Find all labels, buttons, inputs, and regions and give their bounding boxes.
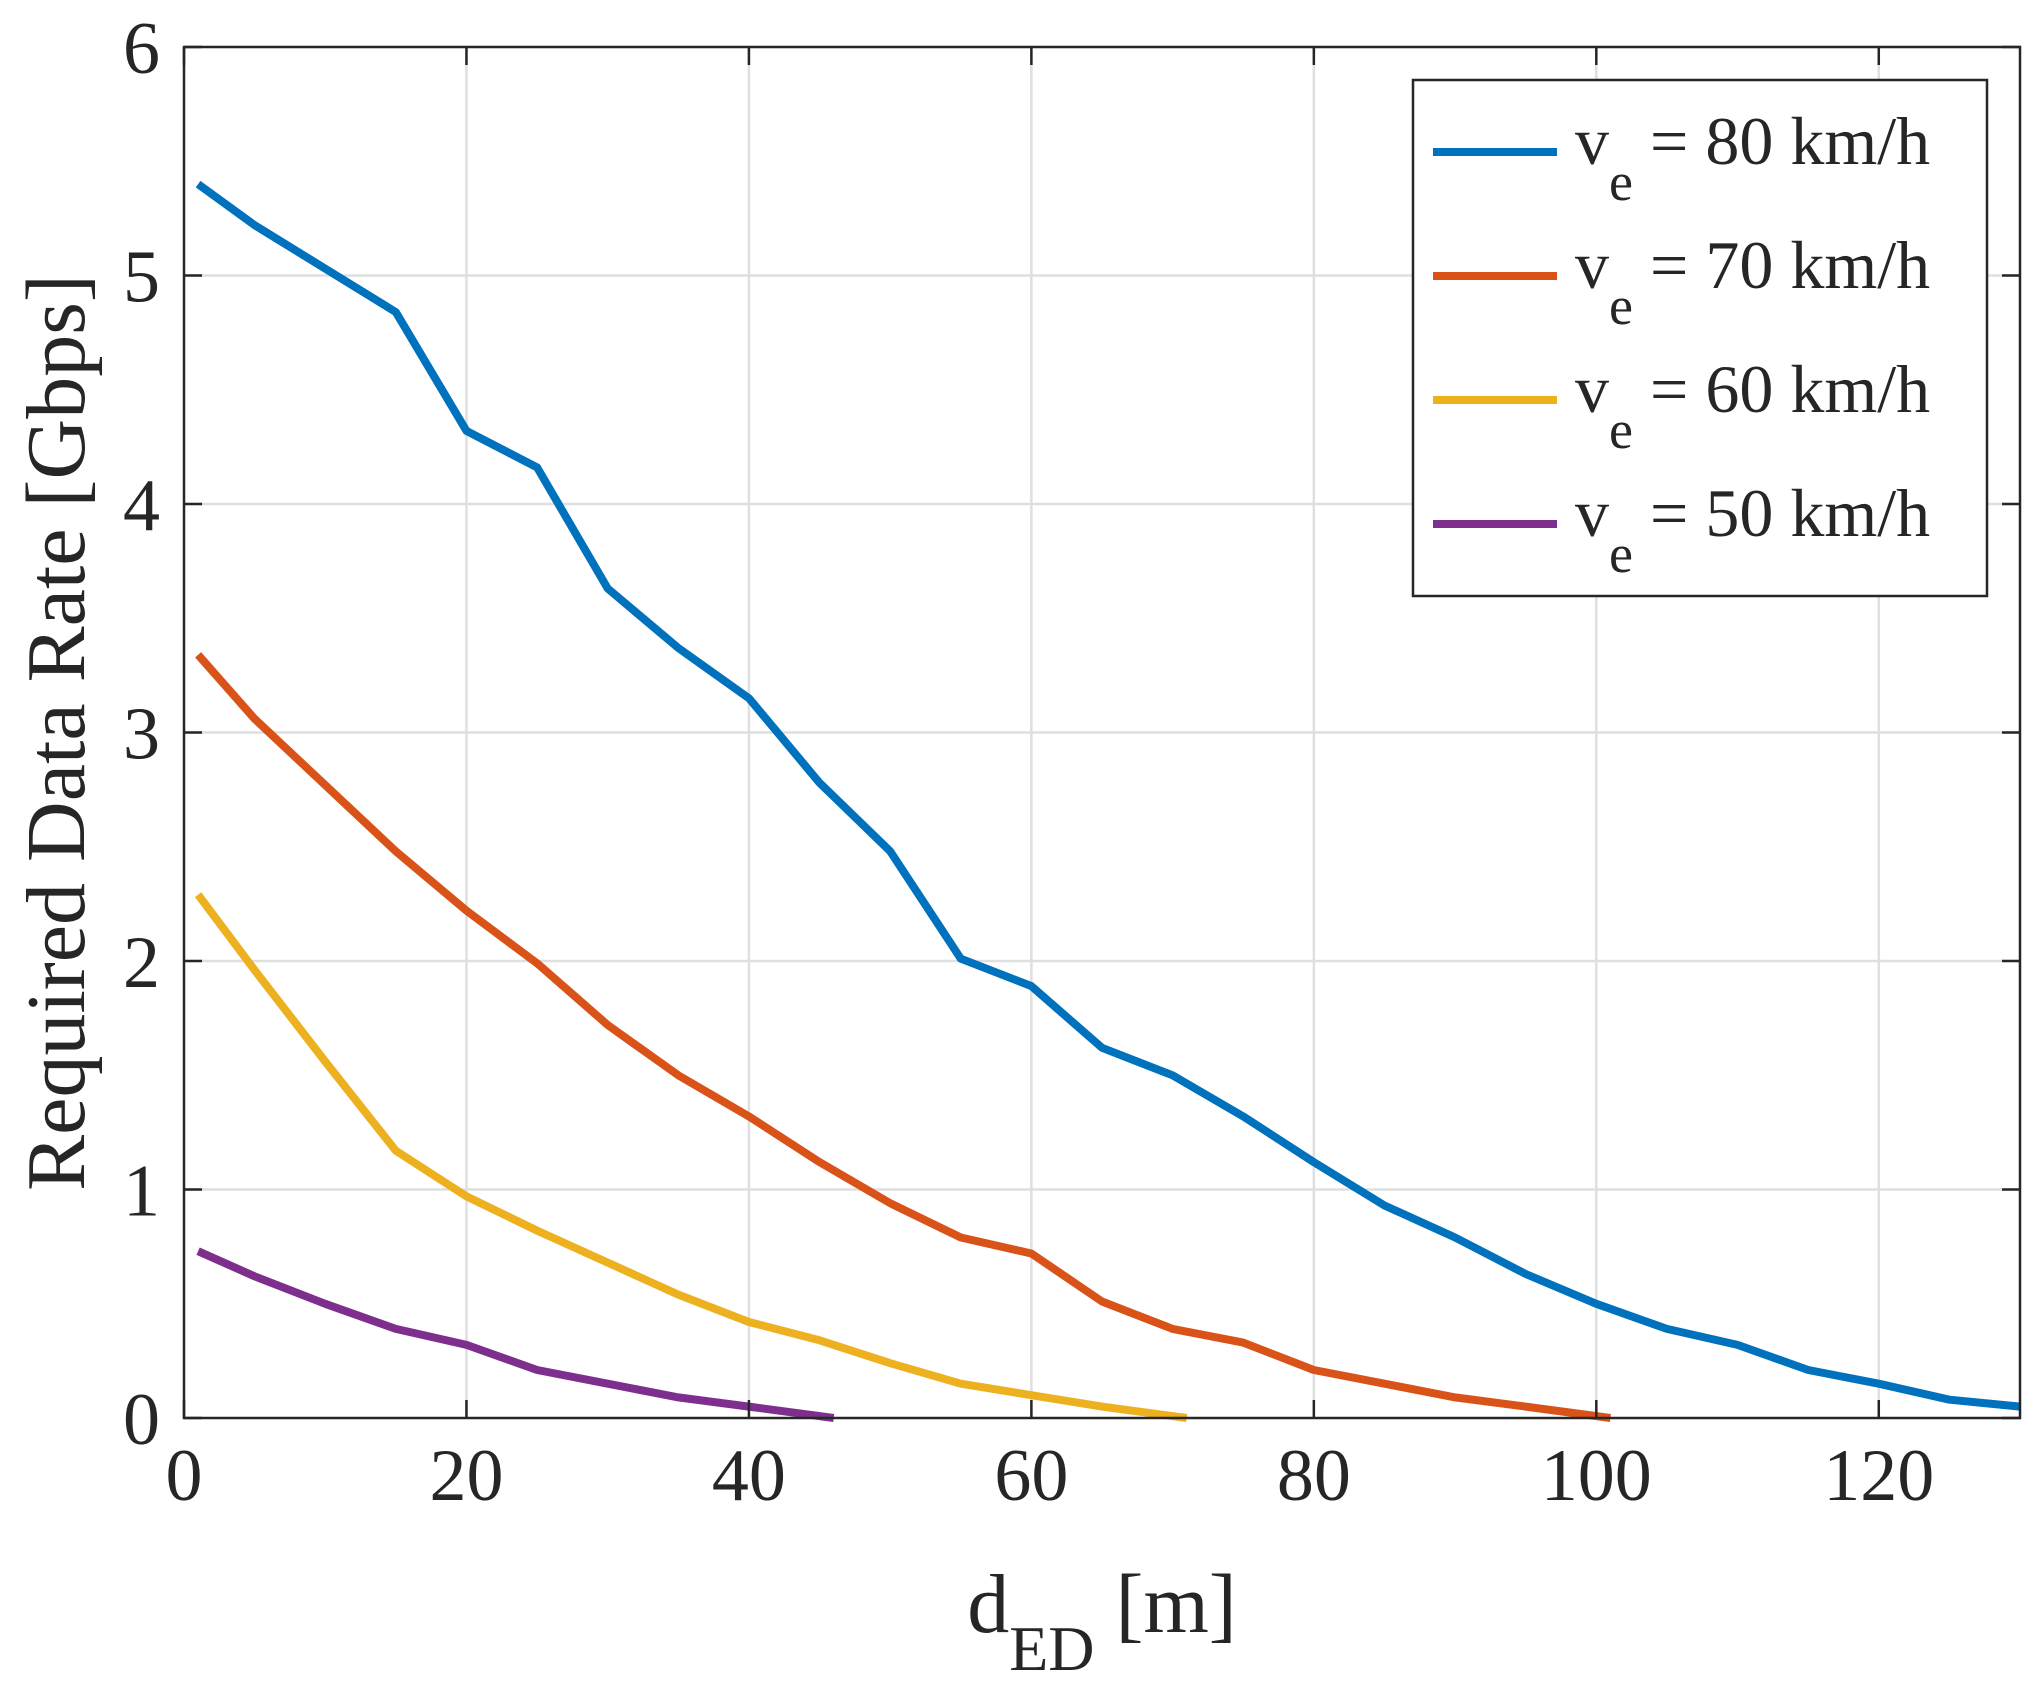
x-tick-label: 40 bbox=[712, 1435, 786, 1517]
y-tick-label: 6 bbox=[123, 8, 160, 90]
y-tick-label: 1 bbox=[123, 1151, 160, 1233]
legend-label-main: v bbox=[1575, 227, 1609, 303]
legend-label-subscript: e bbox=[1609, 276, 1633, 336]
legend: ve = 80 km/hve = 70 km/hve = 60 km/hve =… bbox=[1411, 78, 1989, 598]
legend-label-1: ve = 80 km/h bbox=[1575, 103, 1930, 212]
y-tick-label: 0 bbox=[123, 1379, 160, 1461]
x-tick-label: 80 bbox=[1277, 1435, 1351, 1517]
y-axis-label: Required Data Rate [Gbps] bbox=[10, 274, 103, 1191]
legend-label-main: v bbox=[1575, 103, 1609, 179]
legend-label-subscript: e bbox=[1609, 152, 1633, 212]
legend-label-main: v bbox=[1575, 351, 1609, 427]
legend-label-rest: = 50 km/h bbox=[1633, 475, 1930, 551]
series-line-3 bbox=[194, 892, 1188, 1422]
axis-labels: dED [m] Required Data Rate [Gbps] bbox=[10, 274, 1237, 1684]
x-axis-label-main: d bbox=[967, 1558, 1009, 1651]
legend-label-3: ve = 60 km/h bbox=[1575, 351, 1930, 460]
y-tick-label: 3 bbox=[123, 694, 160, 776]
axes bbox=[182, 45, 2022, 1420]
y-tick-label: 2 bbox=[123, 922, 160, 1004]
x-tick-label: 120 bbox=[1823, 1435, 1934, 1517]
series-line-1 bbox=[195, 180, 2021, 1411]
x-axis-label-unit: [m] bbox=[1095, 1558, 1237, 1651]
series-group bbox=[194, 180, 2021, 1422]
legend-label-rest: = 60 km/h bbox=[1633, 351, 1930, 427]
x-axis-label: dED [m] bbox=[967, 1558, 1237, 1684]
tick-labels: 0 20 40 60 80 100 120 0 1 2 3 4 5 6 bbox=[123, 8, 1934, 1517]
legend-label-subscript: e bbox=[1609, 524, 1633, 584]
legend-label-rest: = 80 km/h bbox=[1633, 103, 1930, 179]
y-tick-label: 5 bbox=[123, 237, 160, 319]
y-tick-label: 4 bbox=[123, 465, 160, 547]
x-axis-label-subscript: ED bbox=[1009, 1613, 1094, 1684]
x-tick-label: 20 bbox=[429, 1435, 503, 1517]
x-tick-label: 100 bbox=[1541, 1435, 1652, 1517]
legend-label-subscript: e bbox=[1609, 400, 1633, 460]
series-line-4 bbox=[196, 1247, 835, 1422]
legend-label-main: v bbox=[1575, 475, 1609, 551]
legend-box bbox=[1411, 78, 1989, 598]
legend-label-4: ve = 50 km/h bbox=[1575, 475, 1930, 584]
x-tick-label: 0 bbox=[166, 1435, 203, 1517]
series-line-2 bbox=[195, 652, 1611, 1422]
legend-label-rest: = 70 km/h bbox=[1633, 227, 1930, 303]
x-tick-label: 60 bbox=[994, 1435, 1068, 1517]
legend-label-2: ve = 70 km/h bbox=[1575, 227, 1930, 336]
